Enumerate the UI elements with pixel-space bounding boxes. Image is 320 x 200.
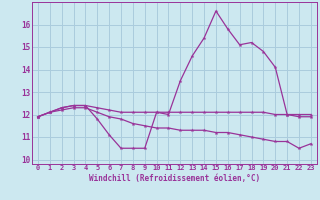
X-axis label: Windchill (Refroidissement éolien,°C): Windchill (Refroidissement éolien,°C) (89, 174, 260, 183)
